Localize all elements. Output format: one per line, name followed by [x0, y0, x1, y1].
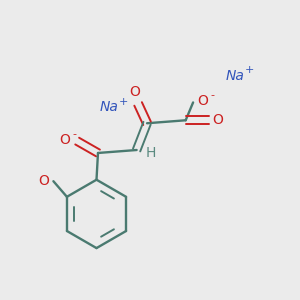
- Text: +: +: [119, 97, 128, 106]
- Text: Na: Na: [100, 100, 118, 114]
- Text: -: -: [73, 129, 77, 139]
- Text: O: O: [38, 174, 49, 188]
- Text: H: H: [146, 146, 156, 160]
- Text: Na: Na: [226, 69, 245, 83]
- Text: O: O: [212, 113, 223, 127]
- Text: +: +: [245, 65, 254, 75]
- Text: O: O: [130, 85, 141, 100]
- Text: -: -: [211, 90, 215, 100]
- Text: O: O: [59, 133, 70, 147]
- Text: O: O: [198, 94, 208, 108]
